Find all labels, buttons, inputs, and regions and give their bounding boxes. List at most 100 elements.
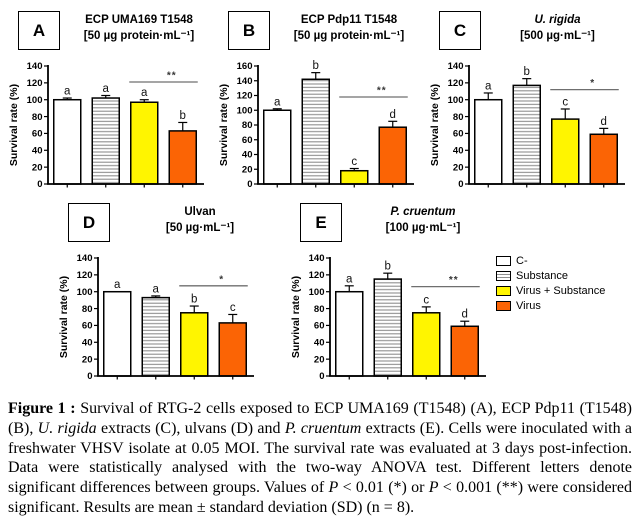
panel-a-title: ECP UMA169 T1548 — [85, 14, 193, 26]
y-tick-label: 40 — [32, 145, 43, 156]
y-tick-label: 20 — [82, 354, 93, 365]
legend-item-c-minus: C- — [496, 253, 605, 268]
group-letter: b — [385, 261, 391, 273]
bar — [180, 312, 209, 377]
panel-b: B ECP Pdp11 T1548 [50 µg protein·mL⁻¹] a… — [218, 8, 428, 203]
group-letter: d — [390, 109, 396, 121]
y-tick-label: 100 — [237, 105, 253, 116]
group-letter: b — [191, 294, 197, 306]
y-tick-label: 20 — [453, 162, 464, 173]
y-tick-label: 40 — [314, 337, 325, 348]
y-axis-label: Survival rate (%) — [429, 84, 441, 166]
panel-a: A ECP UMA169 T1548 [50 µg protein·mL⁻¹] … — [8, 8, 218, 203]
panel-c-concentration: [500 µg·mL⁻¹] — [520, 29, 595, 42]
group-letter: a — [153, 283, 160, 295]
bar — [551, 118, 580, 185]
panel-e: E P. cruentum [100 µg·mL⁻¹] a b c d 0 20 40 60 8… — [290, 200, 504, 395]
group-letter: b — [524, 66, 530, 78]
bar-chart-svg: a a a b 0 20 40 60 80 100 120 140 Survival rate (%) *… — [8, 61, 204, 190]
significance-stars: ** — [449, 275, 459, 286]
legend-swatch-white — [496, 255, 511, 266]
bar — [589, 133, 618, 185]
panel-d-bar-chart: a a b c 0 20 40 60 80 100 120 140 Survival rate (%) * — [58, 248, 290, 395]
y-tick-label: 160 — [237, 61, 253, 72]
panel-d-title: Ulvan — [184, 206, 216, 218]
y-tick-label: 140 — [448, 61, 464, 72]
group-letter: a — [485, 80, 492, 92]
legend-swatch-stripes — [496, 270, 511, 281]
panel-a-bar-chart: a a a b 0 20 40 60 80 100 120 140 Survival rate (%) *… — [8, 56, 218, 203]
panel-b-bar-chart: a b c d 0 20 40 60 80 100 120 140 160 Survival rate (… — [218, 56, 428, 203]
group-letter: a — [103, 83, 110, 95]
y-axis-label: Survival rate (%) — [218, 84, 230, 166]
significance-stars: * — [219, 274, 224, 285]
panel-c-label-box: C — [439, 11, 481, 50]
y-tick-label: 120 — [309, 270, 325, 281]
group-letter: b — [313, 60, 319, 72]
y-tick-label: 100 — [309, 287, 325, 298]
bar — [412, 312, 441, 377]
panel-c-bar-chart: a b c d 0 20 40 60 80 100 120 140 Survival rate (%) * — [429, 56, 634, 203]
panel-e-title: P. cruentum — [390, 206, 456, 218]
panel-c-header: C U. rigida [500 µg·mL⁻¹] — [429, 8, 634, 55]
bar-chart-svg: a b c d 0 20 40 60 80 100 120 140 160 Survival rate (… — [218, 60, 414, 190]
bar-chart-svg: a b c d 0 20 40 60 80 100 120 140 Survival rate (%) * — [429, 61, 625, 190]
group-letter: b — [180, 110, 186, 122]
y-tick-label: 0 — [37, 179, 42, 190]
panel-c-title: U. rigida — [534, 14, 581, 26]
group-letter: c — [562, 96, 568, 108]
panel-c: C U. rigida [500 µg·mL⁻¹] a b c d 0 20 40 60 80 1… — [429, 8, 634, 203]
y-tick-label: 120 — [77, 270, 93, 281]
bar — [263, 109, 292, 185]
bar — [103, 290, 132, 377]
panel-e-header: E P. cruentum [100 µg·mL⁻¹] — [290, 200, 504, 247]
group-letter: a — [141, 87, 148, 99]
y-axis-label: Survival rate (%) — [58, 276, 70, 358]
legend-label: Substance — [516, 269, 568, 282]
legend-label: Virus — [516, 299, 541, 312]
bar — [373, 278, 402, 377]
significance-stars: ** — [377, 85, 387, 96]
panel-b-header: B ECP Pdp11 T1548 [50 µg protein·mL⁻¹] — [218, 8, 428, 55]
y-tick-label: 20 — [242, 164, 253, 175]
y-tick-label: 40 — [453, 145, 464, 156]
panel-d-header: D Ulvan [50 µg·mL⁻¹] — [58, 200, 290, 247]
y-tick-label: 80 — [32, 112, 43, 123]
y-tick-label: 60 — [32, 129, 43, 140]
panel-d: D Ulvan [50 µg·mL⁻¹] a a b c 0 20 40 60 80 100 120… — [58, 200, 290, 395]
y-tick-label: 60 — [242, 135, 253, 146]
y-tick-label: 100 — [448, 95, 464, 106]
legend-label: C- — [516, 254, 528, 267]
y-axis-label: Survival rate (%) — [290, 276, 302, 358]
y-tick-label: 60 — [453, 129, 464, 140]
legend-item-substance: Substance — [496, 268, 605, 283]
y-tick-label: 100 — [77, 287, 93, 298]
legend-label: Virus + Substance — [516, 284, 606, 297]
panel-a-concentration: [50 µg protein·mL⁻¹] — [83, 29, 195, 42]
legend: C- Substance Virus + Substance Virus — [496, 253, 605, 313]
y-axis-label: Survival rate (%) — [8, 84, 20, 166]
y-tick-label: 0 — [87, 371, 92, 382]
group-letter: a — [64, 86, 71, 98]
legend-item-virus: Virus — [496, 298, 605, 313]
bar — [340, 169, 369, 185]
y-tick-label: 60 — [82, 321, 93, 332]
y-tick-label: 20 — [32, 162, 43, 173]
significance-stars: * — [590, 78, 595, 89]
y-tick-label: 80 — [82, 304, 93, 315]
panel-e-concentration: [100 µg·mL⁻¹] — [385, 221, 461, 234]
group-letter: d — [601, 116, 607, 128]
y-tick-label: 0 — [458, 179, 463, 190]
panel-b-label-box: B — [228, 11, 270, 50]
y-tick-label: 0 — [247, 179, 252, 190]
group-letter: c — [423, 294, 429, 306]
bar — [474, 98, 503, 185]
group-letter: c — [230, 302, 236, 314]
group-letter: a — [346, 273, 353, 285]
panel-e-label-box: E — [300, 203, 342, 242]
bar — [301, 78, 330, 185]
y-tick-label: 120 — [448, 78, 464, 89]
legend-swatch-orange — [496, 300, 511, 311]
bar — [53, 98, 82, 185]
